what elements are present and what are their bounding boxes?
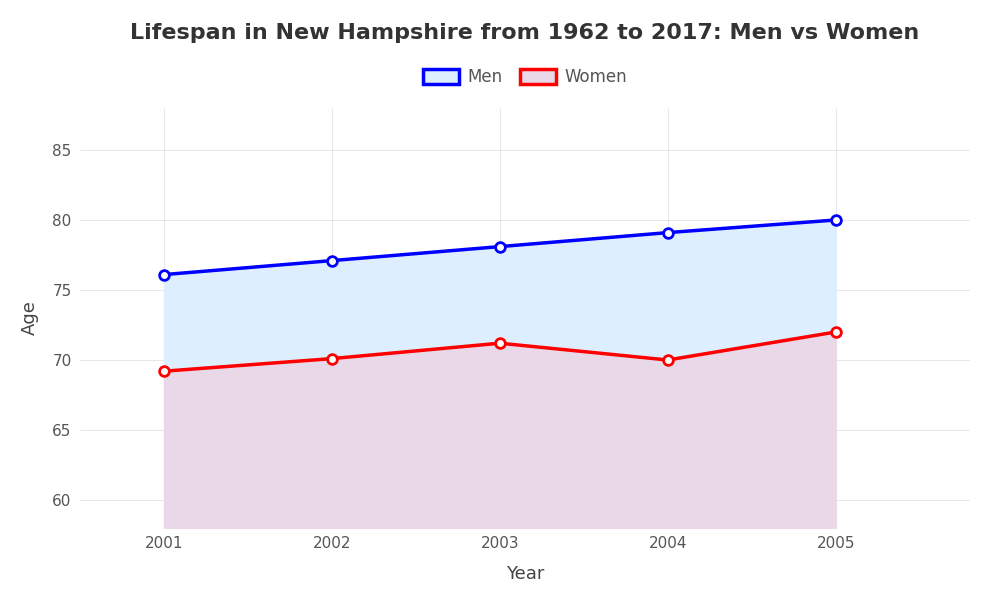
Title: Lifespan in New Hampshire from 1962 to 2017: Men vs Women: Lifespan in New Hampshire from 1962 to 2… — [130, 23, 920, 43]
X-axis label: Year: Year — [506, 565, 544, 583]
Y-axis label: Age: Age — [20, 301, 38, 335]
Legend: Men, Women: Men, Women — [416, 62, 634, 93]
